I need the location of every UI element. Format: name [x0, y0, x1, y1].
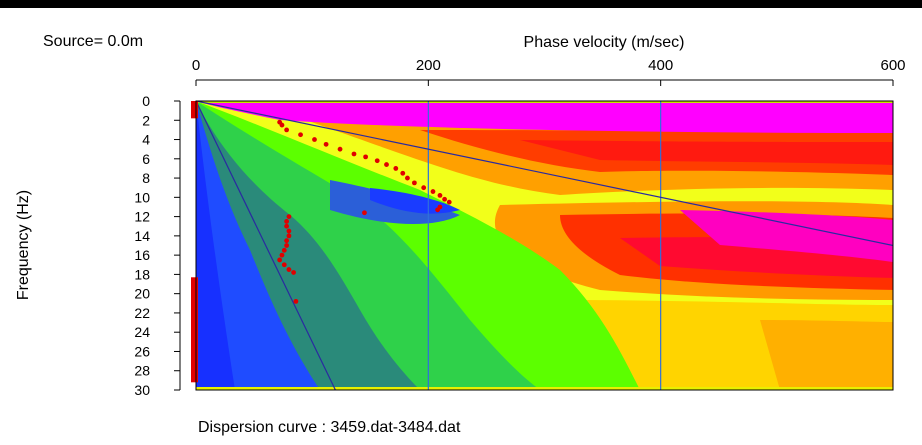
guide-lines: [195, 100, 894, 391]
x-axis: 0 200 400 600: [192, 57, 906, 86]
pick-point: [277, 257, 283, 263]
y-tick-label: 28: [134, 363, 150, 379]
guide-line-1: [195, 100, 894, 247]
pick-point: [435, 207, 441, 213]
pick-point: [312, 137, 317, 142]
pick-point: [400, 170, 406, 176]
y-tick-label: 20: [134, 286, 150, 302]
pick-point: [284, 243, 290, 248]
y-tick-label: 10: [134, 189, 150, 205]
pick-point: [286, 214, 292, 220]
y-tick-label: 0: [142, 93, 150, 109]
pick-point: [393, 166, 399, 171]
y-tick-label: 4: [142, 132, 150, 148]
top-border: [0, 0, 922, 8]
pick-point: [405, 175, 410, 181]
pick-point: [362, 210, 367, 216]
edge-mark-2: [191, 277, 198, 383]
y-tick-label: 6: [142, 151, 150, 167]
y-tick-label: 12: [134, 209, 150, 225]
y-tick-label: 30: [134, 382, 150, 398]
pick-point: [284, 127, 290, 133]
pick-point: [281, 262, 287, 268]
pick-point: [293, 298, 299, 304]
pick-point: [298, 132, 303, 138]
x-tick-label: 0: [192, 57, 200, 74]
x-tick-label: 400: [648, 57, 673, 74]
y-tick-label: 8: [142, 170, 150, 186]
x-axis-title: Phase velocity (m/sec): [524, 34, 685, 51]
pick-point: [421, 185, 427, 191]
y-tick-label: 24: [134, 324, 150, 340]
x-tick-label: 200: [416, 57, 441, 74]
pick-point: [351, 151, 357, 157]
y-axis-title: Frequency (Hz): [15, 190, 32, 300]
pick-point: [286, 233, 292, 239]
pick-point: [337, 146, 343, 152]
pick-point: [384, 162, 389, 167]
dispersion-picks: [277, 119, 452, 304]
pick-point: [437, 193, 443, 198]
y-tick-label: 18: [134, 266, 150, 282]
y-tick-label: 26: [134, 343, 150, 359]
pick-point: [284, 219, 290, 224]
pick-point: [284, 223, 290, 229]
chart-caption: Dispersion curve : 3459.dat-3484.dat: [198, 419, 461, 436]
pick-point: [363, 154, 369, 160]
y-tick-label: 22: [134, 305, 150, 321]
pick-point: [323, 141, 329, 147]
pick-point: [291, 270, 296, 275]
pick-point: [430, 189, 436, 194]
pick-point: [284, 238, 290, 244]
pick-point: [374, 158, 380, 164]
pick-point: [411, 180, 417, 186]
pick-point: [279, 252, 285, 258]
pick-point: [446, 199, 452, 205]
pick-point: [442, 196, 447, 202]
plot-frame: [195, 100, 894, 391]
source-label: Source= 0.0m: [43, 33, 143, 50]
y-tick-label: 14: [134, 228, 150, 244]
guide-line-2: [195, 100, 336, 391]
pick-point: [281, 247, 287, 253]
pick-point: [286, 228, 292, 234]
heatmap-image: [196, 101, 893, 390]
pick-point: [279, 122, 285, 128]
y-tick-label: 16: [134, 247, 150, 263]
pick-point: [286, 267, 292, 272]
y-tick-label: 2: [142, 112, 150, 128]
edge-mark-1: [191, 101, 198, 119]
edge-marks: [191, 101, 198, 383]
x-tick-label: 600: [880, 57, 905, 74]
